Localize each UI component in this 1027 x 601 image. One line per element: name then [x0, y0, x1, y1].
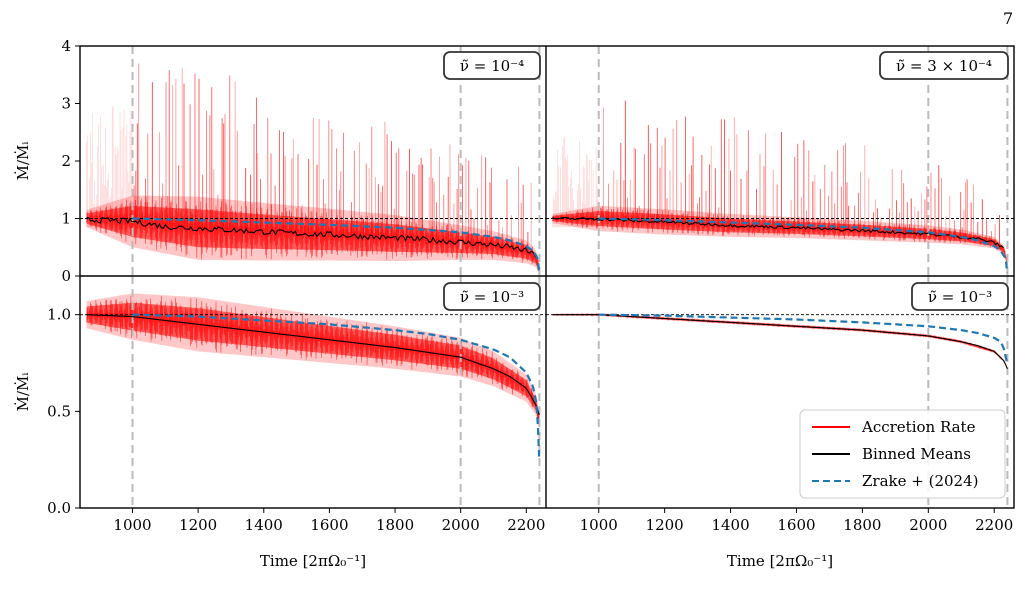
binned-means-line	[552, 314, 1008, 370]
x-tick-label: 1600	[777, 516, 815, 534]
accretion-rate-line	[86, 196, 540, 272]
zrake-model-line	[598, 217, 1009, 273]
accretion-band-inner	[552, 314, 1008, 370]
x-tick-label: 2200	[507, 516, 545, 534]
x-axis-label-left: Time [2πΩ₀⁻¹]	[260, 552, 366, 570]
badge-bottom-right: ν̃ = 10⁻³	[911, 282, 1009, 311]
x-tick-label: 1400	[245, 516, 283, 534]
figure-frame	[79, 45, 1015, 509]
zrake-model-line	[132, 217, 541, 273]
accretion-band-inner	[86, 302, 540, 426]
y-tick-label: 4	[61, 37, 71, 55]
y-tick-label: 0.0	[47, 499, 71, 517]
x-tick-label: 2000	[442, 516, 480, 534]
y-tick-label: 0	[61, 267, 71, 285]
x-tick-label: 1000	[580, 516, 618, 534]
legend: Accretion Rate Binned Means Zrake + (202…	[799, 409, 1006, 499]
x-tick-label: 1400	[711, 516, 749, 534]
x-tick-label: 1200	[646, 516, 684, 534]
y-tick-label: 2	[61, 152, 71, 170]
zrake-model-line	[598, 313, 1009, 364]
y-tick-label: 3	[61, 95, 71, 113]
panel-top-left	[80, 46, 546, 276]
zrake-model-line	[132, 313, 541, 457]
badge-top-left: ν̃ = 10⁻⁴	[443, 51, 541, 80]
x-tick-label: 1600	[310, 516, 348, 534]
x-tick-label: 1800	[376, 516, 414, 534]
x-tick-label: 2200	[975, 516, 1013, 534]
panel-top-right	[546, 46, 1014, 276]
badge-bottom-right-text: ν̃ = 10⁻³	[928, 288, 992, 306]
y-axis-label-top: Ṁ/Ṁᵢ	[14, 142, 32, 181]
x-tick-label: 1800	[843, 516, 881, 534]
accretion-rate-line	[552, 312, 1008, 369]
legend-label-binned: Binned Means	[862, 445, 971, 463]
legend-label-zrake: Zrake + (2024)	[862, 472, 978, 490]
page-number: 7	[1003, 9, 1013, 28]
accretion-band-outer	[552, 313, 1008, 370]
badge-bottom-left-text: ν̃ = 10⁻³	[460, 288, 524, 306]
badge-bottom-left: ν̃ = 10⁻³	[443, 282, 541, 311]
y-tick-label: 1	[61, 210, 71, 228]
accretion-band-inner	[552, 210, 1008, 267]
x-tick-label: 1000	[113, 516, 151, 534]
y-tick-label: 1.0	[47, 306, 71, 324]
y-tick-label: 0.5	[47, 402, 71, 420]
panel-bottom-right	[546, 276, 1014, 508]
x-axis-label-right: Time [2πΩ₀⁻¹]	[727, 552, 833, 570]
legend-label-accretion: Accretion Rate	[861, 418, 976, 436]
accretion-rate-line	[86, 296, 540, 423]
x-tick-label: 1200	[179, 516, 217, 534]
panel-bottom-left	[80, 276, 546, 508]
y-axis-label-bottom: Ṁ/Ṁᵢ	[14, 373, 32, 412]
badge-top-right-text: ν̃ = 3 × 10⁻⁴	[896, 57, 992, 75]
binned-means-line	[86, 216, 537, 258]
x-tick-label: 2000	[909, 516, 947, 534]
badge-top-left-text: ν̃ = 10⁻⁴	[460, 57, 524, 75]
badge-top-right: ν̃ = 3 × 10⁻⁴	[879, 51, 1009, 80]
binned-means-line	[86, 314, 540, 416]
